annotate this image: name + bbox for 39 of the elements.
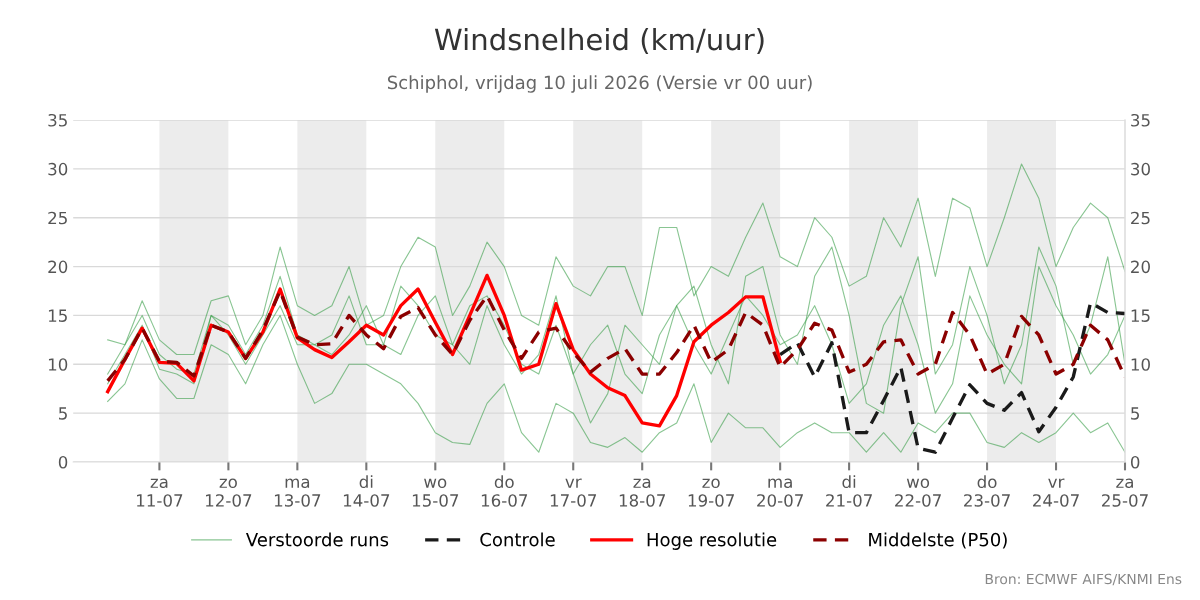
y-tick-label: 30 [48, 162, 68, 176]
x-tick-label: zo 12-07 [206, 478, 252, 507]
x-tick-label: di 14-07 [343, 475, 390, 507]
legend-label: Verstoorde runs [245, 532, 389, 547]
x-tick-label: ma 20-07 [757, 478, 803, 507]
x-tick-label: za 25-07 [1102, 478, 1148, 507]
x-tick-label: vr 24-07 [1033, 478, 1079, 507]
x-tick-label: do 23-07 [964, 475, 1010, 507]
y2-tick-label: 10 [1131, 358, 1150, 371]
x-tick-label: ma 13-07 [274, 478, 321, 507]
text: Bron: ECMWF AIFS/KNMI Ens [985, 573, 1182, 586]
y-tick-label: 25 [48, 211, 67, 225]
x-tick-label: di 21-07 [826, 475, 872, 507]
x-tick-label: vr 17-07 [550, 478, 597, 507]
x-tick-label: za 18-07 [619, 478, 665, 507]
y-tick-label: 0 [58, 455, 68, 469]
chart-title: Windsnelheid (km/uur) [434, 27, 764, 54]
y2-tick-label: 5 [1131, 407, 1140, 420]
x-tick-label: za 11-07 [137, 478, 183, 507]
y-tick-label: 10 [48, 358, 68, 371]
y-tick-label: 20 [48, 260, 68, 274]
y2-tick-label: 25 [1131, 211, 1150, 225]
x-tick-label: zo 19-07 [688, 478, 734, 507]
y2-tick-label: 30 [1131, 162, 1150, 176]
y-tick-label: 35 [48, 113, 67, 127]
y2-tick-label: 15 [1131, 309, 1150, 322]
legend-label: Middelste (P50) [869, 532, 1007, 549]
x-tick-label: wo 22-07 [895, 478, 941, 507]
legend-label: Controle [480, 532, 555, 547]
x-tick-label: do 16-07 [481, 475, 528, 507]
chart-subtitle: Schiphol, vrijdag 10 juli 2026 (Versie vr 00 uur) [387, 75, 812, 93]
y2-tick-label: 20 [1131, 260, 1150, 274]
line-series [778, 301, 1125, 454]
y2-tick-label: 35 [1131, 113, 1150, 127]
legend-label: Hoge resolutie [647, 532, 777, 550]
y-tick-label: 15 [48, 309, 67, 322]
y2-tick-label: 0 [1130, 455, 1140, 469]
y-tick-label: 5 [59, 407, 67, 420]
x-tick-label: wo 15-07 [412, 478, 459, 507]
